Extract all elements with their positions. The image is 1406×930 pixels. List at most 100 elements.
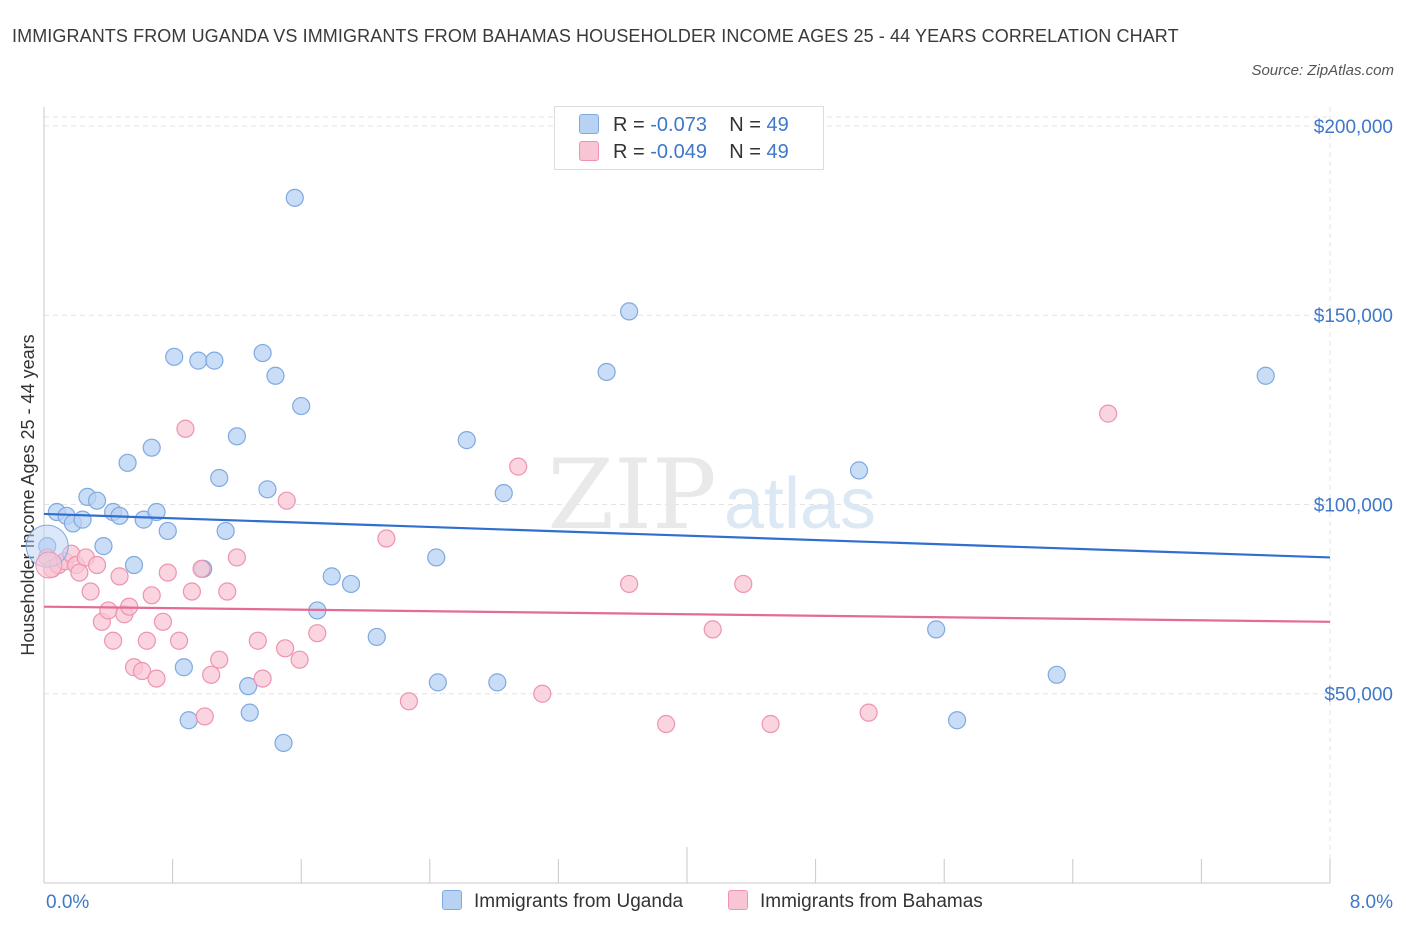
data-point-uganda <box>94 537 113 556</box>
data-point-uganda <box>427 548 446 567</box>
data-point-uganda <box>494 484 513 503</box>
data-point-uganda <box>205 351 224 370</box>
data-point-uganda <box>179 711 198 730</box>
data-point-uganda <box>620 302 639 321</box>
y-axis-label: Householder Income Ages 25 - 44 years <box>18 334 38 655</box>
data-point-uganda <box>1047 665 1066 684</box>
data-point-bahamas <box>142 586 161 605</box>
source-label: Source: ZipAtlas.com <box>1251 62 1394 79</box>
data-point-uganda <box>227 427 246 446</box>
data-point-bahamas <box>620 574 639 594</box>
data-point-uganda <box>1256 366 1275 385</box>
data-point-uganda <box>457 431 476 450</box>
data-point-bahamas <box>169 631 189 650</box>
x-tick-label: 0.0% <box>46 892 89 913</box>
n-value: 49 <box>766 141 789 163</box>
data-point-uganda <box>124 555 144 575</box>
data-point-bahamas <box>276 639 295 658</box>
data-point-uganda <box>274 733 293 753</box>
data-point-bahamas <box>277 491 296 510</box>
data-point-bahamas <box>734 574 753 594</box>
data-point-uganda <box>240 703 259 722</box>
data-point-bahamas <box>657 714 676 734</box>
data-point-uganda <box>947 711 967 730</box>
data-point-bahamas <box>182 582 201 601</box>
data-point-bahamas <box>147 669 166 688</box>
data-point-bahamas <box>227 548 246 567</box>
uganda-swatch <box>442 890 462 910</box>
r-value: -0.049 <box>650 141 707 163</box>
data-point-bahamas <box>70 563 89 582</box>
data-point-uganda <box>174 658 193 677</box>
data-point-bahamas <box>153 612 173 631</box>
y-tick-label: $50,000 <box>1324 685 1393 706</box>
data-point-uganda <box>367 627 386 647</box>
data-point-bahamas <box>509 457 528 476</box>
data-point-bahamas <box>1099 404 1118 423</box>
data-point-bahamas <box>81 582 100 601</box>
watermark-atlas: atlas <box>724 464 876 544</box>
data-point-bahamas <box>859 703 878 722</box>
data-point-bahamas <box>703 620 722 639</box>
data-point-bahamas <box>218 582 237 601</box>
data-point-bahamas <box>308 624 327 643</box>
data-point-bahamas <box>253 669 272 688</box>
r-label: R = <box>613 114 651 136</box>
data-point-uganda <box>239 677 258 696</box>
legend-label: Immigrants from Bahamas <box>760 891 983 912</box>
data-point-bahamas <box>192 559 211 578</box>
y-tick-label: $200,000 <box>1314 117 1393 138</box>
data-point-bahamas <box>110 567 129 586</box>
data-point-uganda <box>285 188 304 207</box>
data-point-uganda <box>258 480 277 499</box>
data-point-bahamas <box>399 692 419 711</box>
chart-title: IMMIGRANTS FROM UGANDA VS IMMIGRANTS FRO… <box>12 26 1179 46</box>
r-value: -0.073 <box>650 114 707 136</box>
data-point-uganda <box>210 468 229 488</box>
data-point-bahamas-cluster <box>35 551 63 579</box>
x-tick-label: 8.0% <box>1350 892 1393 913</box>
n-label: N = <box>729 114 767 136</box>
data-point-uganda <box>87 491 107 510</box>
n-value: 49 <box>766 114 789 136</box>
legend-label: Immigrants from Uganda <box>474 891 684 912</box>
trend-line-uganda <box>43 512 1331 559</box>
data-point-bahamas <box>210 650 229 669</box>
data-point-uganda <box>341 574 361 594</box>
stats-legend-row-uganda: R = -0.073 N = 49 <box>579 112 789 138</box>
data-point-uganda <box>927 620 946 639</box>
data-point-uganda <box>322 567 341 586</box>
data-point-uganda <box>216 521 235 541</box>
data-point-bahamas <box>761 714 780 734</box>
data-point-bahamas <box>176 419 195 438</box>
y-tick-label: $150,000 <box>1314 306 1393 327</box>
data-point-bahamas <box>195 707 214 726</box>
data-point-bahamas <box>202 665 221 684</box>
data-point-bahamas <box>158 563 177 582</box>
trend-line-bahamas <box>43 605 1331 623</box>
data-point-uganda <box>292 396 311 416</box>
data-point-uganda <box>142 438 161 457</box>
data-point-bahamas <box>87 555 107 575</box>
stats-legend: R = -0.073 N = 49 R = -0.049 N = 49 <box>554 106 824 170</box>
r-label: R = <box>613 141 651 163</box>
data-point-bahamas <box>137 631 156 650</box>
data-point-bahamas <box>248 631 267 650</box>
data-point-bahamas <box>99 601 118 620</box>
y-tick-label: $100,000 <box>1314 495 1393 516</box>
bahamas-swatch <box>728 890 748 910</box>
data-point-uganda <box>488 673 507 692</box>
data-point-uganda <box>266 366 285 385</box>
n-label: N = <box>729 141 767 163</box>
data-point-bahamas <box>104 631 123 650</box>
data-point-bahamas <box>290 650 309 669</box>
data-point-uganda <box>849 461 869 480</box>
legend-item-uganda: Immigrants from Uganda <box>442 889 683 915</box>
data-point-uganda <box>73 510 92 529</box>
data-point-bahamas <box>377 529 396 548</box>
data-point-bahamas <box>533 684 552 703</box>
bahamas-swatch <box>579 141 599 161</box>
data-point-uganda <box>253 343 272 363</box>
legend-item-bahamas: Immigrants from Bahamas <box>728 889 983 915</box>
